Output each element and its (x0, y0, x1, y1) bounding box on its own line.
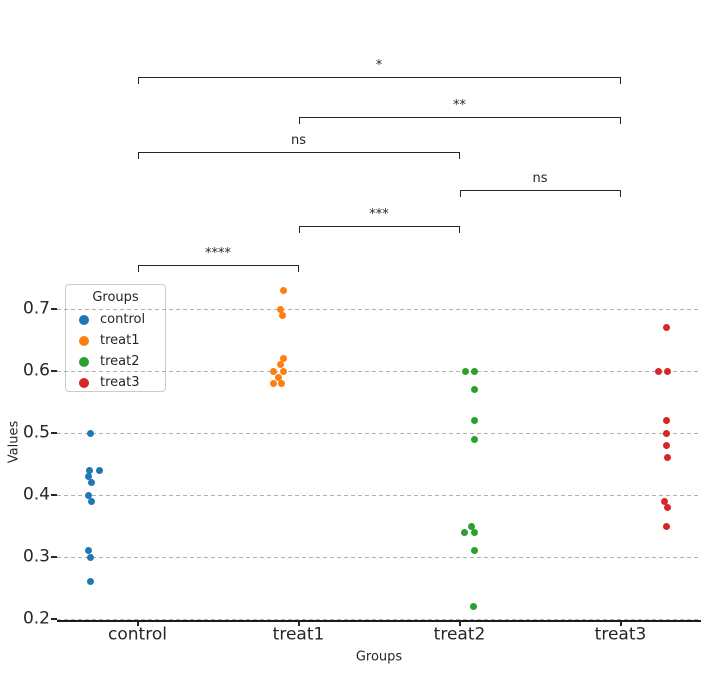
gridline (57, 308, 701, 310)
legend-item-label: treat1 (100, 333, 140, 348)
data-point-treat1 (274, 373, 282, 381)
data-point-treat2 (461, 367, 469, 375)
y-tick-mark (51, 308, 57, 310)
data-point-treat2 (470, 528, 478, 536)
significance-label: ns (532, 171, 548, 186)
data-point-treat1 (276, 361, 284, 369)
data-point-treat1 (278, 311, 286, 319)
x-tick-mark (458, 621, 461, 626)
x-axis-spine (57, 620, 701, 622)
data-point-treat2 (470, 417, 478, 425)
y-tick-mark (51, 494, 57, 496)
x-tick-mark (136, 621, 139, 626)
y-tick-label: 0.5 (22, 422, 50, 443)
y-tick-mark (51, 432, 57, 434)
legend-swatch-icon (79, 335, 89, 346)
data-point-treat1 (279, 286, 287, 294)
significance-bracket (137, 152, 460, 159)
significance-label: ** (453, 98, 466, 113)
gridline (57, 556, 701, 558)
data-point-treat2 (467, 522, 475, 530)
x-tick-label-treat1: treat1 (272, 624, 325, 645)
data-point-treat3 (660, 497, 668, 505)
y-tick-mark (51, 618, 57, 620)
legend-item-treat2: treat2 (66, 351, 165, 372)
x-tick-label-control: control (108, 624, 167, 645)
gridline (57, 618, 701, 620)
data-point-treat3 (663, 367, 671, 375)
data-point-control (85, 466, 93, 474)
y-tick-label: 0.4 (22, 484, 50, 505)
significance-label: ns (290, 133, 306, 148)
data-point-treat1 (269, 379, 277, 387)
y-tick-mark (51, 556, 57, 558)
legend-swatch-icon (79, 314, 89, 325)
y-tick-label: 0.2 (22, 608, 50, 629)
data-point-treat3 (663, 503, 671, 511)
data-point-control (84, 491, 92, 499)
significance-bracket (298, 226, 460, 233)
x-tick-mark (619, 621, 622, 626)
data-point-treat3 (662, 324, 670, 332)
data-point-control (86, 553, 94, 561)
legend-item-label: treat2 (100, 354, 140, 369)
data-point-treat1 (269, 367, 277, 375)
legend-item-label: treat3 (100, 375, 140, 390)
legend-swatch-icon (79, 356, 89, 367)
data-point-treat3 (662, 429, 670, 437)
legend-title: Groups (92, 290, 139, 305)
data-point-control (86, 578, 94, 586)
gridline (57, 494, 701, 496)
data-point-treat3 (663, 454, 671, 462)
significance-label: **** (205, 246, 231, 261)
y-tick-label: 0.7 (22, 298, 50, 319)
significance-label: *** (369, 207, 389, 222)
data-point-treat3 (662, 522, 670, 530)
data-point-treat1 (279, 367, 287, 375)
x-axis-label: Groups (355, 649, 403, 665)
gridline (57, 370, 701, 372)
significance-bracket (459, 190, 621, 197)
data-point-treat2 (470, 547, 478, 555)
data-point-treat1 (276, 305, 284, 313)
data-point-treat2 (470, 367, 478, 375)
legend: Groups control treat1 treat2 treat3 (65, 284, 166, 392)
gridline (57, 432, 701, 434)
legend-item-control: control (66, 309, 165, 330)
data-point-treat3 (662, 441, 670, 449)
legend-item-label: control (100, 312, 146, 327)
data-point-control (95, 466, 103, 474)
data-point-control (84, 472, 92, 480)
y-tick-mark (51, 370, 57, 372)
data-point-treat2 (460, 528, 468, 536)
legend-item-treat3: treat3 (66, 372, 165, 393)
x-tick-label-treat3: treat3 (594, 624, 647, 645)
data-point-control (84, 547, 92, 555)
data-point-treat2 (470, 386, 478, 394)
data-point-treat1 (277, 379, 285, 387)
legend-entries: control treat1 treat2 treat3 (66, 309, 165, 393)
data-point-control (87, 497, 95, 505)
y-tick-label: 0.3 (22, 546, 50, 567)
data-point-treat2 (470, 435, 478, 443)
data-point-treat1 (279, 355, 287, 363)
data-point-treat3 (662, 417, 670, 425)
data-point-control (87, 479, 95, 487)
significance-label: * (375, 58, 383, 73)
significance-bracket (137, 265, 299, 272)
significance-bracket (137, 77, 621, 84)
legend-swatch-icon (79, 377, 89, 388)
x-tick-label-treat2: treat2 (433, 624, 486, 645)
y-tick-label: 0.6 (22, 360, 50, 381)
data-point-control (86, 429, 94, 437)
x-tick-mark (297, 621, 300, 626)
data-point-treat3 (654, 367, 662, 375)
legend-item-treat1: treat1 (66, 330, 165, 351)
significance-bracket (298, 117, 621, 124)
data-point-treat2 (469, 603, 477, 611)
